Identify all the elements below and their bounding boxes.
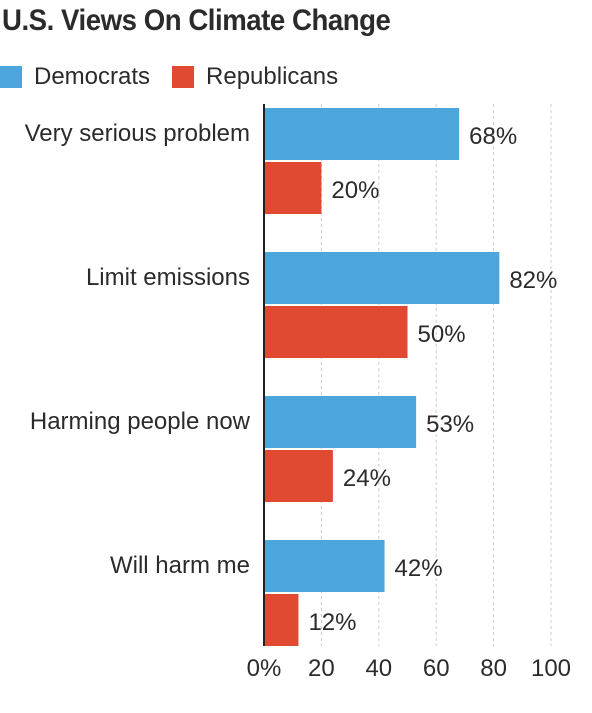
bar-republicans-will-harm-me	[264, 594, 299, 646]
value-label-democrats-very-serious-problem: 68%	[469, 123, 517, 150]
x-tick-label-20: 20	[308, 655, 335, 682]
legend-item-democrats: Democrats	[0, 63, 150, 91]
bar-republicans-harming-people-now	[264, 450, 333, 502]
x-tick-label-40: 40	[365, 655, 392, 682]
bar-democrats-very-serious-problem	[264, 108, 460, 160]
value-label-republicans-harming-people-now: 24%	[343, 465, 391, 492]
legend: Democrats Republicans	[0, 62, 360, 92]
x-tick-label-0: 0%	[247, 655, 282, 682]
value-label-democrats-will-harm-me: 42%	[395, 555, 443, 582]
bar-republicans-limit-emissions	[264, 306, 408, 358]
category-label-very-serious-problem: Very serious problem	[25, 120, 250, 147]
x-tick-label-60: 60	[423, 655, 450, 682]
value-label-democrats-harming-people-now: 53%	[426, 411, 474, 438]
category-label-harming-people-now: Harming people now	[30, 408, 251, 435]
bar-democrats-limit-emissions	[264, 252, 500, 304]
legend-label-republicans: Republicans	[206, 63, 339, 90]
bar-democrats-will-harm-me	[264, 540, 385, 592]
x-tick-label-80: 80	[480, 655, 507, 682]
value-label-republicans-limit-emissions: 50%	[418, 321, 466, 348]
legend-swatch-republicans	[172, 66, 195, 88]
chart-title: U.S. Views On Climate Change	[2, 4, 391, 37]
category-label-will-harm-me: Will harm me	[110, 552, 250, 579]
legend-swatch-democrats	[0, 66, 22, 88]
value-label-republicans-will-harm-me: 12%	[308, 609, 356, 636]
value-label-republicans-very-serious-problem: 20%	[331, 177, 379, 204]
legend-item-republicans: Republicans	[172, 63, 338, 91]
x-tick-label-100: 100	[531, 655, 571, 682]
category-label-limit-emissions: Limit emissions	[86, 264, 250, 291]
value-label-democrats-limit-emissions: 82%	[509, 267, 557, 294]
legend-label-democrats: Democrats	[34, 63, 151, 90]
bar-democrats-harming-people-now	[264, 396, 417, 448]
bar-republicans-very-serious-problem	[264, 162, 322, 214]
